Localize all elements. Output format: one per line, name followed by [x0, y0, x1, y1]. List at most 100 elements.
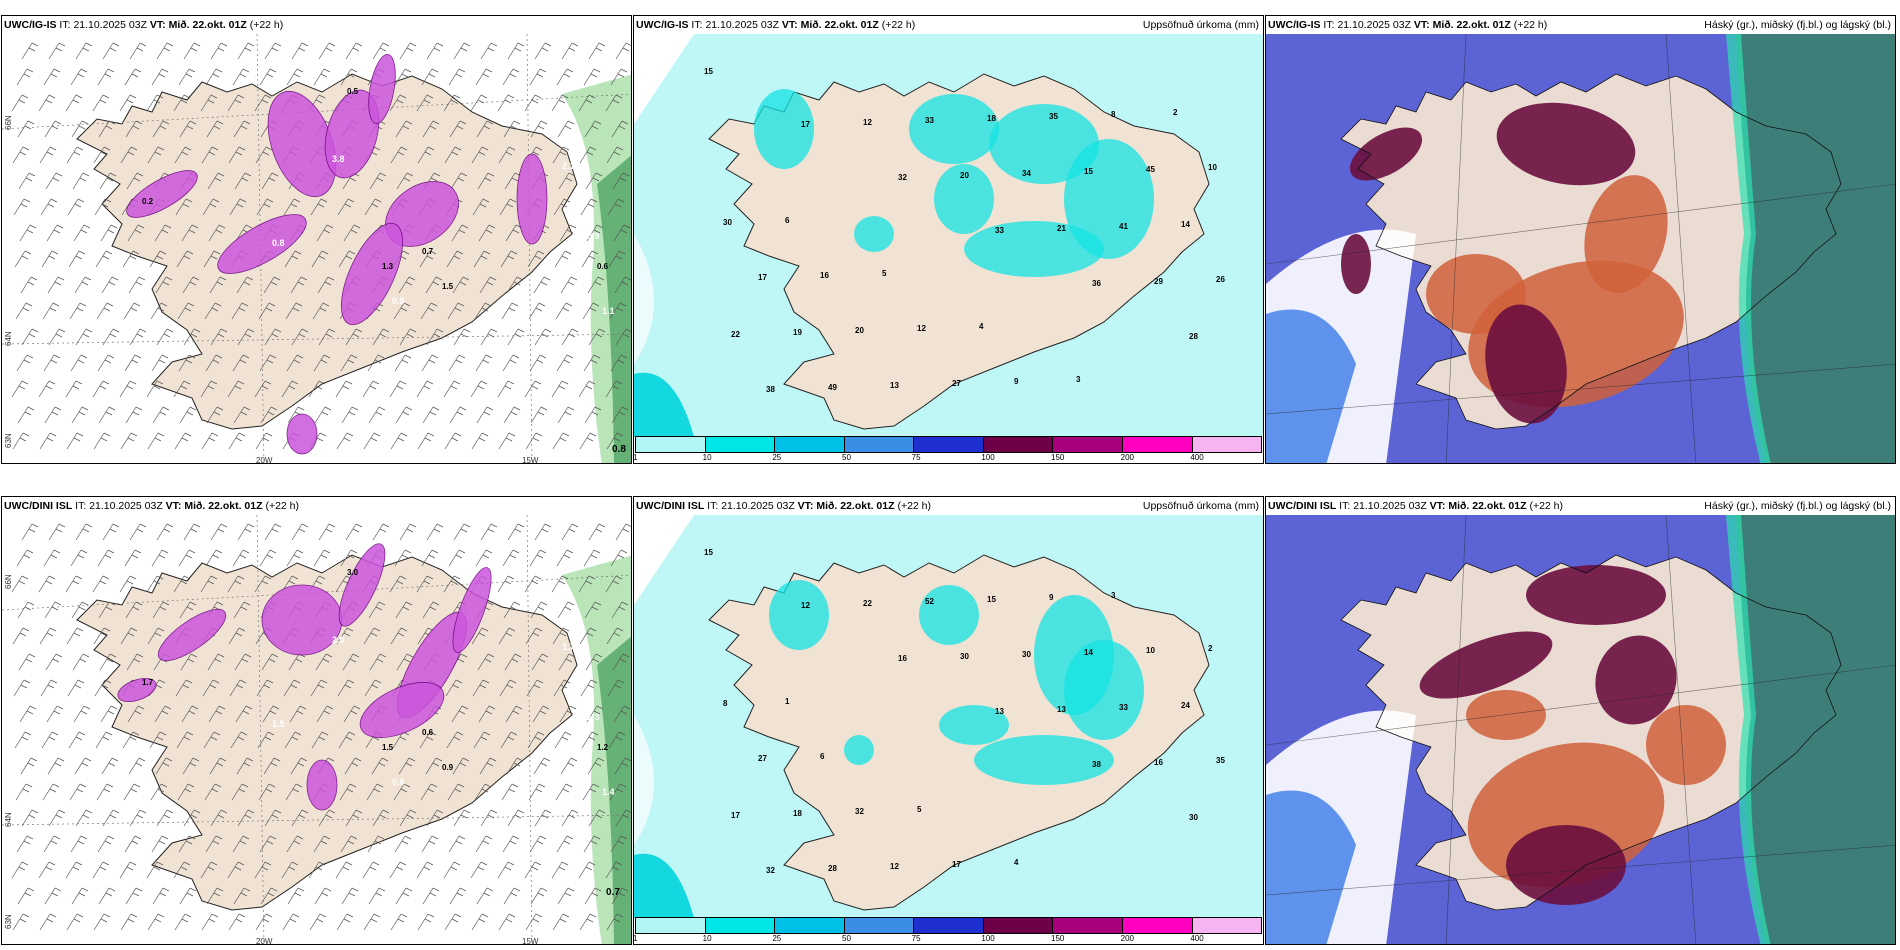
lat-label: 66N: [4, 574, 13, 589]
precip-value: 3: [1111, 591, 1116, 600]
model-name: UWC/DINI ISL: [1268, 500, 1337, 512]
valid-time: VT: Mið. 22.okt. 01Z: [797, 500, 895, 512]
precip-value: 30: [960, 652, 969, 661]
panel-wind-bottom: UWC/DINI ISL IT: 21.10.2025 03Z VT: Mið.…: [1, 496, 632, 945]
panel-title: Uppsöfnuð úrkoma (mm): [1142, 19, 1259, 31]
precip-value: 28: [1189, 332, 1198, 341]
precip-value: 12: [801, 601, 810, 610]
precip-value: 13: [1057, 705, 1066, 714]
precip-value: 33: [925, 116, 934, 125]
lon-label: 20W: [256, 456, 273, 464]
panel-precip-top: UWC/IG-IS IT: 21.10.2025 03Z VT: Mið. 22…: [633, 15, 1264, 464]
legend-bar: [635, 436, 1262, 453]
precip-legend: 1 10 25 50 75 100 150 200 400: [634, 917, 1262, 943]
panel-header: UWC/DINI ISL IT: 21.10.2025 03Z VT: Mið.…: [4, 500, 300, 512]
init-time: 21.10.2025 03Z: [73, 19, 147, 31]
wind-value: 1.5: [442, 282, 454, 291]
lead-time: (+22 h): [249, 19, 284, 31]
legend-tick: 1: [633, 453, 638, 462]
precip-value: 35: [1216, 756, 1225, 765]
legend-swatch: [705, 437, 776, 452]
panel-title: Háský (gr.), miðský (fj.bl.) og lágský (…: [1704, 19, 1891, 31]
precip-value: 36: [1092, 279, 1101, 288]
precip-value: 38: [766, 385, 775, 394]
precip-value: 14: [1181, 220, 1190, 229]
wind-value: 1.3: [587, 712, 600, 722]
lon-label: 15W: [522, 937, 539, 945]
precip-value: 34: [1022, 169, 1031, 178]
precip-value: 24: [1181, 701, 1190, 710]
precip-value: 32: [766, 866, 775, 875]
precip-value: 41: [1119, 222, 1128, 231]
lat-label: 63N: [4, 914, 13, 929]
precip-value: 19: [793, 328, 802, 337]
panel-cloud-bottom: UWC/DINI ISL IT: 21.10.2025 03Z VT: Mið.…: [1265, 496, 1896, 945]
panel-precip-bottom: UWC/DINI ISL IT: 21.10.2025 03Z VT: Mið.…: [633, 496, 1264, 945]
precip-value: 12: [890, 862, 899, 871]
wind-value: 3.0: [347, 568, 359, 577]
legend-swatch: [844, 918, 915, 933]
precip-legend: 1 10 25 50 75 100 150 200 400: [633, 436, 1262, 462]
panel-header: UWC/IG-IS IT: 21.10.2025 03Z VT: Mið. 22…: [1268, 19, 1891, 31]
precip-value: 32: [898, 173, 907, 182]
legend-bar: [635, 917, 1262, 934]
init-time: 21.10.2025 03Z: [721, 500, 795, 512]
valid-time: VT: Mið. 22.okt. 01Z: [1413, 19, 1511, 31]
lat-label: 66N: [4, 115, 13, 130]
legend-swatch: [636, 437, 706, 452]
legend-swatch: [775, 918, 845, 933]
precip-value: 5: [917, 805, 922, 814]
wind-value: 0.8: [392, 777, 405, 787]
precip-value: 27: [758, 754, 767, 763]
model-name: UWC/DINI ISL: [4, 500, 73, 512]
precip-value: 12: [863, 118, 872, 127]
precip-value: 8: [723, 699, 728, 708]
legend-tick: 50: [842, 453, 851, 462]
precip-value: 22: [863, 599, 872, 608]
legend-tick: 10: [702, 934, 712, 943]
legend-swatch: [914, 918, 984, 933]
legend-swatch: [914, 437, 984, 452]
precip-value: 14: [1084, 648, 1093, 657]
wind-value: 0.9: [442, 763, 454, 772]
lead-time: (+22 h): [265, 500, 300, 512]
lead-time: (+22 h): [897, 500, 932, 512]
precip-value: 22: [731, 330, 740, 339]
legend-tick: 400: [1190, 453, 1204, 462]
edge-value: 0.8: [612, 444, 626, 455]
precip-value: 5: [882, 269, 887, 278]
wind-value: 2.0: [332, 635, 345, 645]
legend-swatch: [1192, 437, 1262, 452]
precip-value: 15: [704, 67, 713, 76]
precip-value: 2: [1173, 108, 1178, 117]
panel-header: UWC/DINI ISL IT: 21.10.2025 03Z VT: Mið.…: [1268, 500, 1891, 512]
precip-value: 32: [855, 807, 864, 816]
legend-tick: 25: [772, 934, 782, 943]
precip-value: 30: [1022, 650, 1031, 659]
precip-value: 10: [1146, 646, 1155, 655]
precip-value: 3: [1076, 375, 1081, 384]
wind-value: 1.5: [272, 719, 285, 729]
legend-swatch: [983, 437, 1054, 452]
precip-value: 8: [1111, 110, 1116, 119]
lat-label: 64N: [4, 812, 13, 827]
precip-value: 16: [1154, 758, 1163, 767]
legend-swatch: [1053, 437, 1123, 452]
precip-value: 9: [1049, 593, 1054, 602]
legend-tick: 10: [702, 453, 712, 462]
precip-value: 9: [1014, 377, 1019, 386]
precip-value: 45: [1146, 165, 1155, 174]
lead-time: (+22 h): [1529, 500, 1564, 512]
precip-value: 13: [890, 381, 899, 390]
precip-value: 18: [793, 809, 802, 818]
precip-value: 2: [1208, 644, 1213, 653]
lon-label: 20W: [256, 937, 273, 945]
panel-header: UWC/IG-IS IT: 21.10.2025 03Z VT: Mið. 22…: [636, 19, 1259, 31]
legend-tick: 200: [1120, 453, 1135, 462]
panel-title: Uppsöfnuð úrkoma (mm): [1142, 500, 1259, 512]
legend-tick: 400: [1190, 934, 1204, 943]
legend-tick: 150: [1051, 934, 1065, 943]
valid-time: VT: Mið. 22.okt. 01Z: [149, 19, 247, 31]
panel-wind-top: UWC/IG-IS IT: 21.10.2025 03Z VT: Mið. 22…: [1, 15, 632, 464]
panel-header: UWC/IG-IS IT: 21.10.2025 03Z VT: Mið. 22…: [4, 19, 284, 31]
